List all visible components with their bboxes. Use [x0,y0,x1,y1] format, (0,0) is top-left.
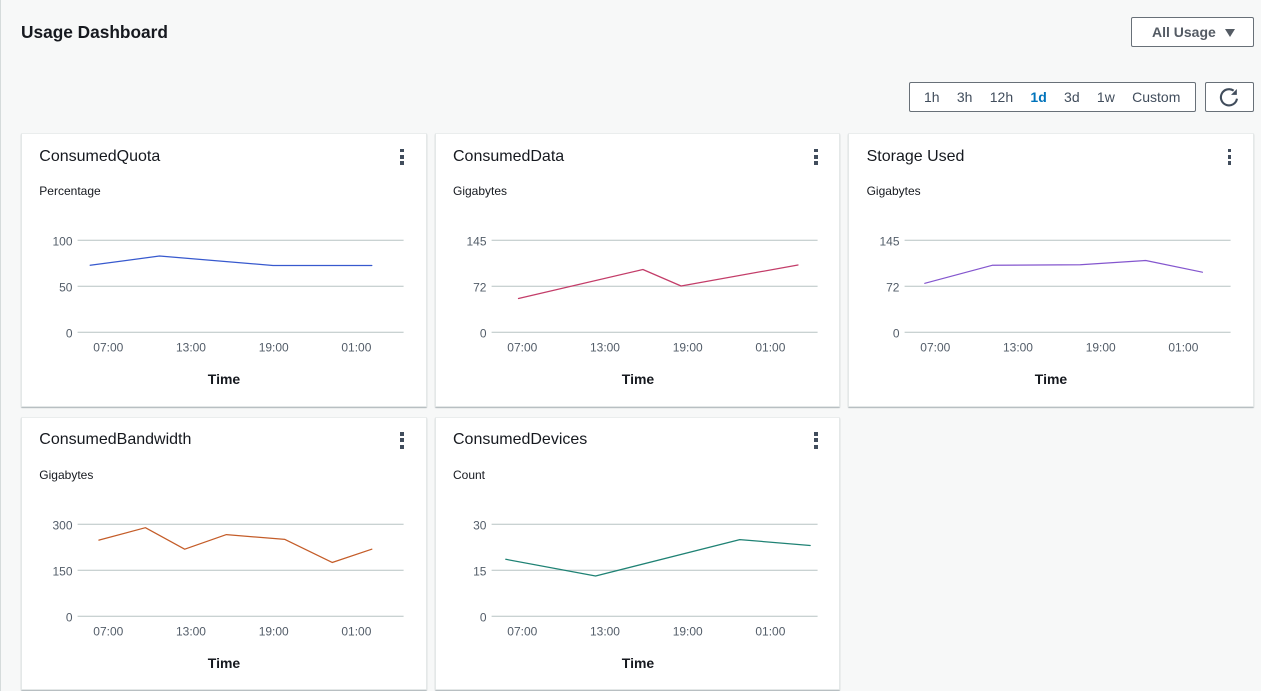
svg-text:Time: Time [208,371,241,387]
svg-text:72: 72 [886,281,900,295]
svg-text:01:00: 01:00 [341,624,371,638]
svg-text:13:00: 13:00 [1003,341,1033,355]
svg-text:15: 15 [473,564,487,578]
svg-text:07:00: 07:00 [507,624,537,638]
svg-text:07:00: 07:00 [921,341,951,355]
svg-text:145: 145 [880,235,900,249]
svg-text:0: 0 [66,327,73,341]
svg-text:300: 300 [52,518,72,532]
svg-text:0: 0 [480,610,487,624]
svg-text:0: 0 [66,610,73,624]
svg-text:13:00: 13:00 [176,624,206,638]
svg-text:19:00: 19:00 [259,341,289,355]
svg-text:145: 145 [466,235,486,249]
svg-text:30: 30 [473,518,487,532]
svg-text:01:00: 01:00 [341,341,371,355]
svg-text:07:00: 07:00 [93,624,123,638]
svg-text:01:00: 01:00 [755,341,785,355]
svg-text:72: 72 [473,281,487,295]
svg-text:Time: Time [621,371,654,387]
svg-text:01:00: 01:00 [1169,341,1199,355]
svg-text:13:00: 13:00 [590,341,620,355]
svg-text:01:00: 01:00 [755,624,785,638]
svg-text:Time: Time [208,655,241,671]
svg-text:07:00: 07:00 [507,341,537,355]
svg-text:0: 0 [480,327,487,341]
svg-text:50: 50 [59,281,73,295]
svg-text:19:00: 19:00 [1086,341,1116,355]
svg-text:13:00: 13:00 [590,624,620,638]
svg-text:19:00: 19:00 [259,624,289,638]
svg-text:Time: Time [1035,371,1068,387]
svg-text:100: 100 [52,235,72,249]
svg-text:19:00: 19:00 [672,624,702,638]
svg-text:0: 0 [893,327,900,341]
svg-text:07:00: 07:00 [93,341,123,355]
svg-text:13:00: 13:00 [176,341,206,355]
svg-text:Time: Time [621,655,654,671]
svg-text:19:00: 19:00 [672,341,702,355]
svg-text:150: 150 [52,564,72,578]
